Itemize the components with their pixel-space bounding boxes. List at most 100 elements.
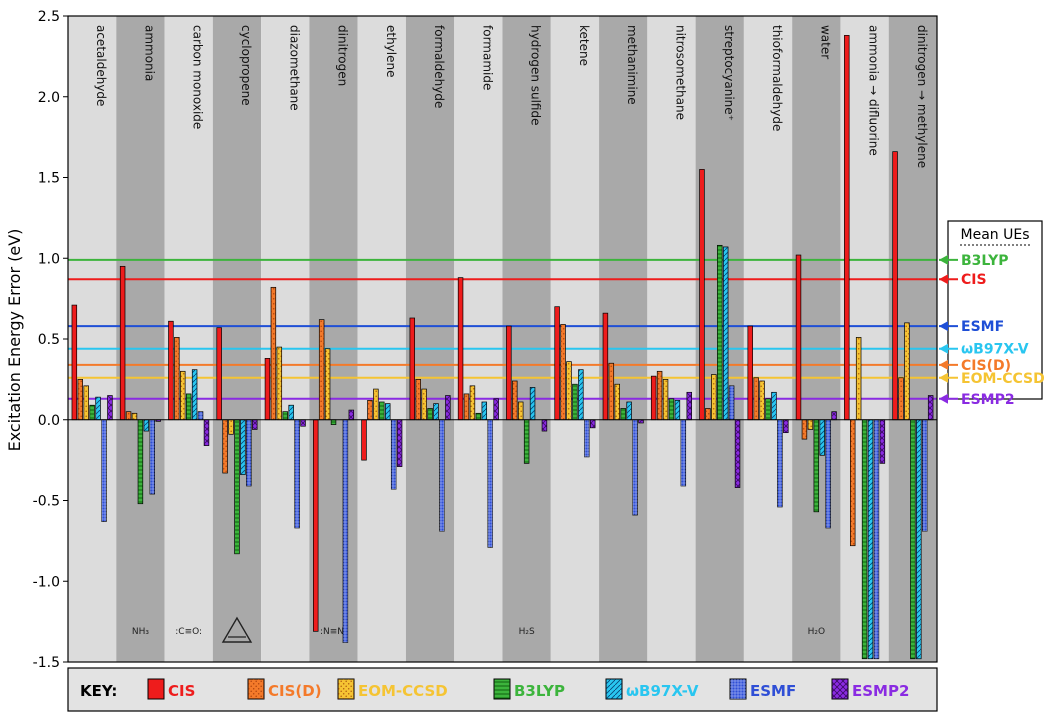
bar-pattern <box>572 384 578 420</box>
bar-pattern <box>439 419 445 532</box>
mean-ue-label: CIS(D) <box>961 358 1011 374</box>
bar-pattern <box>632 419 638 516</box>
bar-pattern <box>101 419 107 522</box>
bar-pattern <box>808 419 813 430</box>
bar-pattern <box>608 363 614 420</box>
bar-cis <box>313 419 319 632</box>
bar-pattern <box>669 398 674 420</box>
y-tick-label: -0.5 <box>33 494 60 510</box>
y-tick-label: 1.0 <box>38 251 60 267</box>
key-label: CIS <box>168 682 195 700</box>
bar-pattern <box>228 419 234 435</box>
bar-pattern <box>470 385 475 420</box>
bar-pattern <box>186 393 192 420</box>
bar-pattern <box>825 419 831 528</box>
bar-pattern <box>783 419 789 433</box>
bar-pattern <box>415 379 421 420</box>
bar-pattern <box>288 405 294 420</box>
bar-pattern <box>385 403 391 420</box>
bar-pattern <box>204 419 209 446</box>
bar-pattern <box>331 419 336 425</box>
mean-ue-arrowhead <box>939 254 948 265</box>
bar-pattern <box>427 408 433 420</box>
bar-cis <box>361 419 367 461</box>
bar-pattern <box>433 403 439 420</box>
bar-pattern <box>300 419 306 427</box>
category-label: ethylene <box>384 25 398 78</box>
mean-ues-title: Mean UEs <box>961 227 1030 243</box>
key-label: CIS(D) <box>268 682 322 700</box>
bar-pattern <box>325 348 330 420</box>
mean-ue-label: ESMF <box>961 319 1004 335</box>
bar-pattern <box>705 408 711 420</box>
bar-pattern <box>348 410 354 420</box>
y-tick-label: -1.0 <box>33 574 60 590</box>
bar-pattern <box>198 411 203 420</box>
bar-pattern <box>680 419 686 486</box>
category-label: nitrosomethane <box>673 25 687 120</box>
bar-pattern <box>542 419 547 432</box>
molecule-structure-label: :C≡O: <box>175 627 202 637</box>
mean-ue-arrowhead <box>939 343 948 354</box>
category-label: streptocyanine⁺ <box>722 25 736 121</box>
bar-pattern <box>487 419 493 548</box>
bar-pattern <box>735 419 740 488</box>
bar-pattern <box>481 401 487 420</box>
bar-pattern <box>222 419 228 474</box>
category-label: dinitrogen → methylene <box>915 25 929 168</box>
key-label: ESMP2 <box>852 682 909 700</box>
bar-pattern <box>379 401 385 420</box>
bar-pattern <box>367 400 373 420</box>
key-label: EOM-CCSD <box>358 682 448 700</box>
bar-pattern <box>343 419 348 643</box>
bar-pattern <box>475 413 481 420</box>
bar-pattern <box>771 392 777 420</box>
cyclopropene-structure <box>221 616 253 643</box>
bar-pattern <box>831 411 837 420</box>
category-label: water <box>818 25 832 59</box>
bar-pattern <box>180 371 186 420</box>
bar-pattern <box>246 419 252 486</box>
mean-ue-arrowhead <box>939 274 948 285</box>
bar-pattern <box>493 398 499 420</box>
bar-pattern <box>155 419 161 422</box>
bar-pattern <box>524 419 530 464</box>
bar-pattern <box>614 384 620 420</box>
bar-pattern <box>77 379 83 420</box>
category-label: ammonia <box>142 25 156 81</box>
y-tick-label: -1.5 <box>33 655 60 671</box>
key-swatch <box>147 678 165 700</box>
category-label: diazomethane <box>287 25 301 111</box>
bar-pattern <box>717 245 723 420</box>
category-label: dinitrogen <box>336 25 350 86</box>
y-tick-label: 0.5 <box>38 332 60 348</box>
bar-pattern <box>686 392 692 420</box>
bar-pattern <box>464 393 469 420</box>
bar-pattern <box>765 398 771 420</box>
category-label: formamide <box>480 25 494 90</box>
bar-pattern <box>759 380 765 420</box>
bar-pattern <box>723 246 729 420</box>
category-label: ammonia → difluorine <box>867 25 881 156</box>
key-label: ωB97X-V <box>626 682 699 700</box>
category-band <box>261 16 310 662</box>
mean-ue-label: CIS <box>961 272 987 288</box>
category-label: carbon monoxide <box>191 25 205 129</box>
bar-pattern <box>143 419 149 432</box>
category-label: formaldehyde <box>432 25 446 108</box>
bar-pattern <box>138 419 143 504</box>
key-swatch-pattern <box>606 679 622 699</box>
mean-ue-arrowhead <box>939 393 948 404</box>
y-tick-label: 2.0 <box>38 90 60 106</box>
y-tick-label: 0.0 <box>38 413 60 429</box>
bar-pattern <box>590 419 596 428</box>
bar-pattern <box>240 419 246 475</box>
category-label: acetaldehyde <box>94 25 108 106</box>
bar-pattern <box>373 389 379 420</box>
bar-pattern <box>663 379 668 420</box>
bar-pattern <box>675 400 680 420</box>
mean-ue-arrowhead <box>939 321 948 332</box>
bar-pattern <box>319 319 325 420</box>
mean-ue-label: B3LYP <box>961 253 1009 269</box>
category-label: hydrogen sulfide <box>529 25 543 126</box>
